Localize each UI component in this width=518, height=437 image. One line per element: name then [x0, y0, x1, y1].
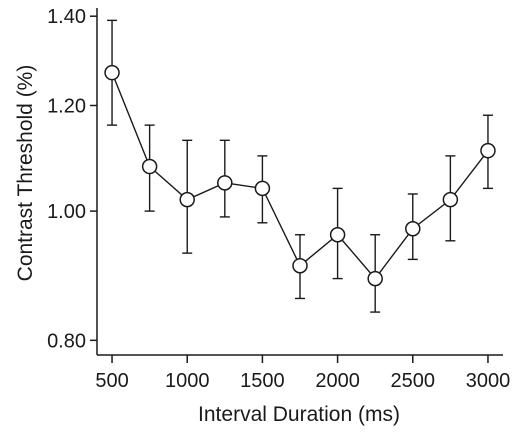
x-axis-label: Interval Duration (ms) — [198, 403, 400, 426]
data-point — [405, 220, 421, 237]
data-markers — [104, 64, 496, 287]
data-point — [179, 191, 195, 208]
data-point — [254, 180, 271, 197]
data-point — [292, 257, 308, 274]
data-point — [367, 270, 383, 287]
data-point — [442, 191, 459, 208]
y-tick-label: 1.40 — [47, 6, 86, 28]
data-point — [217, 175, 233, 191]
y-tick-label: 0.80 — [47, 330, 86, 352]
x-tick-label: 1500 — [240, 370, 285, 392]
x-tick-label: 2500 — [391, 370, 436, 392]
data-point — [104, 64, 120, 81]
y-axis-label: Contrast Threshold (%) — [14, 65, 37, 282]
y-tick-label: 1.20 — [47, 95, 86, 117]
x-tick-label: 1000 — [165, 370, 210, 392]
data-point — [141, 158, 158, 175]
x-tick-label: 3000 — [466, 370, 511, 392]
axes — [96, 8, 503, 356]
y-ticks: 0.80 1.00 1.20 1.40 — [47, 6, 97, 352]
y-tick-label: 1.00 — [47, 201, 86, 223]
data-point — [329, 226, 346, 243]
data-point — [480, 142, 496, 159]
x-tick-label: 2000 — [315, 370, 360, 392]
x-tick-label: 500 — [95, 370, 128, 392]
x-ticks: 500 1000 1500 2000 2500 3000 — [95, 355, 510, 392]
